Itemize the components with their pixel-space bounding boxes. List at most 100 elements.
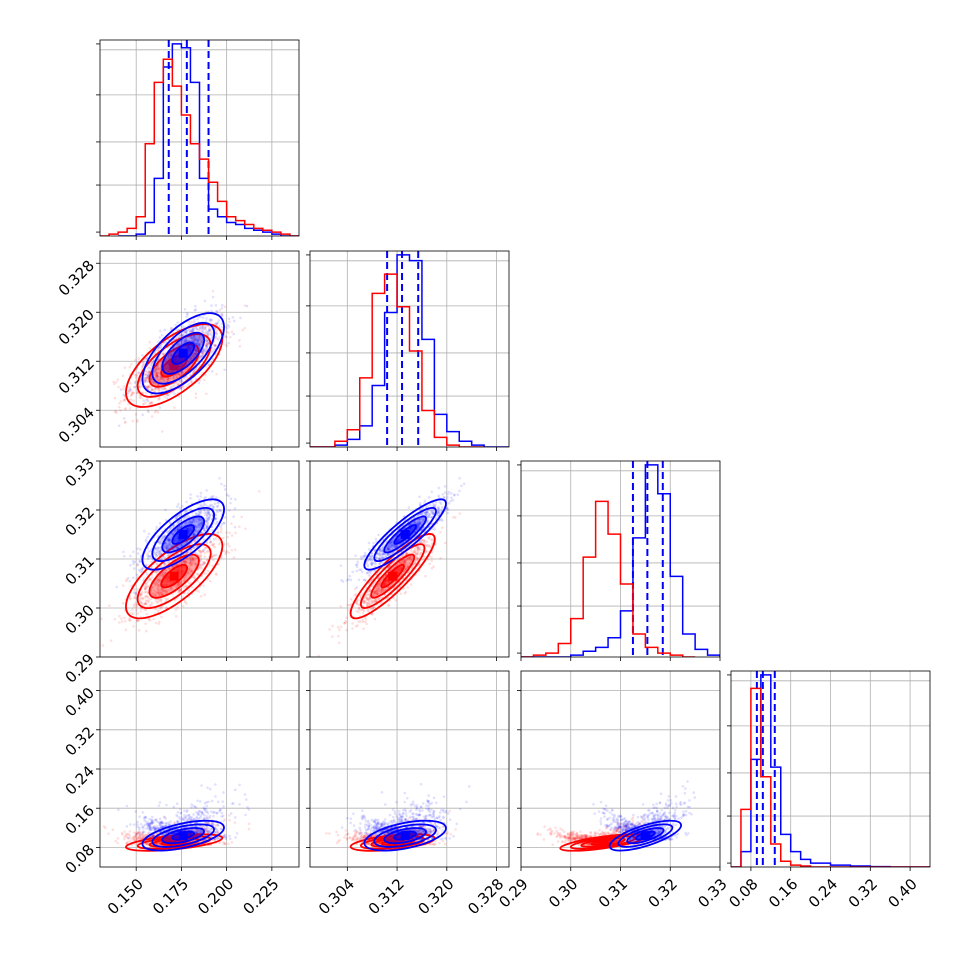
sample-point <box>154 547 158 551</box>
sample-point <box>222 536 225 540</box>
sample-point <box>192 327 195 330</box>
sample-point <box>121 584 125 587</box>
sample-point <box>128 597 131 601</box>
sample-point <box>160 376 164 379</box>
sample-point <box>195 341 199 344</box>
sample-point <box>225 330 228 334</box>
sample-point <box>138 560 142 563</box>
sample-point <box>178 561 182 565</box>
sample-point <box>211 564 215 568</box>
sample-point <box>210 309 214 313</box>
sample-point <box>216 501 219 504</box>
sample-point <box>423 499 427 503</box>
sample-point <box>200 341 204 344</box>
sample-point <box>144 602 147 606</box>
sample-point <box>130 393 133 396</box>
sample-point <box>193 518 196 521</box>
sample-point <box>178 583 181 586</box>
sample-point <box>443 541 447 545</box>
sample-point <box>204 344 208 348</box>
sample-point <box>203 513 207 517</box>
sample-point <box>122 393 125 397</box>
sample-point <box>123 408 127 411</box>
sample-point <box>159 345 162 348</box>
sample-point <box>118 621 121 624</box>
sample-point <box>202 501 206 505</box>
panel-plot-area <box>310 461 509 657</box>
sample-point <box>189 561 192 565</box>
sample-point <box>207 510 211 514</box>
sample-point <box>202 326 205 330</box>
sample-point <box>185 312 189 315</box>
sample-point <box>212 505 216 509</box>
sample-point <box>160 430 164 433</box>
sample-point <box>194 348 198 351</box>
sample-point <box>160 588 163 592</box>
sample-point <box>167 539 170 543</box>
sample-point <box>243 327 247 330</box>
sample-point <box>213 502 217 505</box>
sample-point <box>134 592 137 595</box>
sample-point <box>230 522 233 525</box>
sample-point <box>189 357 192 360</box>
sample-point <box>220 527 223 531</box>
sample-point <box>224 343 228 346</box>
sample-point <box>149 363 153 367</box>
sample-point <box>197 518 201 522</box>
sample-point <box>194 520 197 523</box>
sample-point <box>136 563 140 566</box>
sample-point <box>199 508 203 512</box>
sample-point <box>154 552 157 556</box>
sample-point <box>178 525 182 528</box>
sample-point <box>132 576 135 580</box>
sample-point <box>188 561 192 565</box>
sample-point <box>145 398 148 402</box>
sample-point <box>136 420 139 424</box>
sample-point <box>157 379 161 383</box>
sample-point <box>229 501 232 505</box>
sample-point <box>139 592 143 595</box>
sample-point <box>195 338 199 342</box>
sample-point <box>180 544 184 547</box>
sample-point <box>193 576 196 580</box>
sample-point <box>160 538 164 541</box>
sample-point <box>170 327 173 330</box>
sample-point <box>109 639 113 642</box>
sample-point <box>157 622 160 626</box>
sample-point <box>198 525 201 529</box>
sample-point <box>199 495 203 498</box>
sample-point <box>144 622 147 625</box>
sample-point <box>138 559 142 563</box>
sample-point <box>157 584 161 587</box>
sample-point <box>187 320 190 324</box>
sample-point <box>154 581 158 584</box>
sample-point <box>342 621 346 625</box>
sample-point <box>180 371 184 374</box>
sample-point <box>199 326 202 329</box>
sample-point <box>197 359 200 362</box>
sample-point <box>204 326 207 329</box>
sample-point <box>166 377 170 380</box>
sample-point <box>176 527 180 530</box>
sample-point <box>220 304 224 307</box>
sample-point <box>359 620 362 623</box>
sample-point <box>154 594 157 598</box>
sample-point <box>167 546 171 549</box>
sample-point <box>215 337 218 340</box>
sample-point <box>141 391 145 395</box>
sample-point <box>210 543 214 547</box>
sample-point <box>210 318 214 322</box>
sample-point <box>177 373 180 376</box>
sample-point <box>204 373 207 377</box>
sample-point <box>215 505 219 508</box>
sample-point <box>143 587 147 590</box>
sample-point <box>202 529 206 532</box>
sample-point <box>136 563 139 567</box>
sample-point <box>219 509 222 512</box>
sample-point <box>176 546 179 550</box>
sample-point <box>210 304 213 307</box>
sample-point <box>194 512 198 516</box>
sample-point <box>126 576 130 580</box>
sample-point <box>154 372 158 375</box>
sample-point <box>374 562 377 566</box>
